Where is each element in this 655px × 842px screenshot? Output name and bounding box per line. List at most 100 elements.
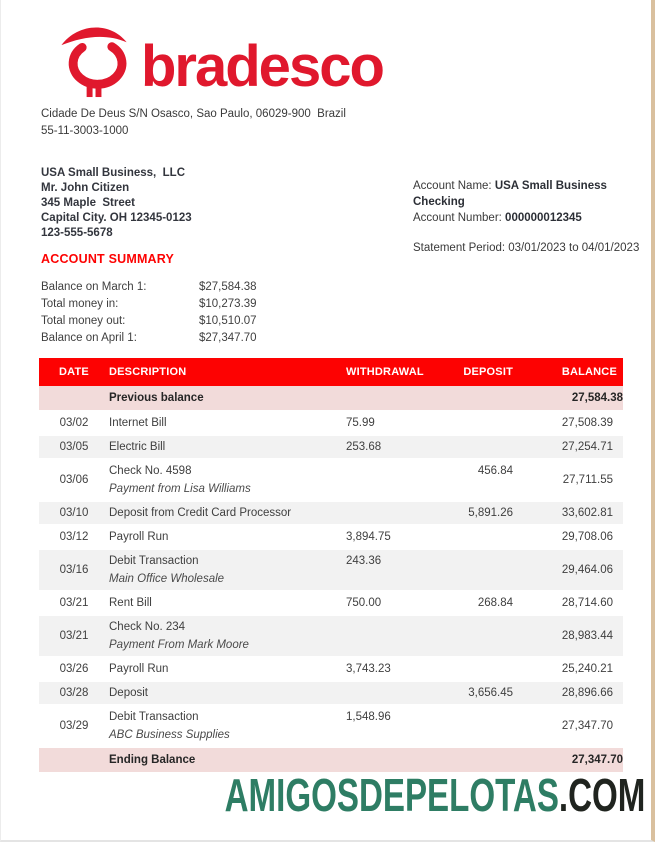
cell-withdrawal — [346, 615, 436, 657]
transaction-description: Check No. 234 — [109, 621, 186, 633]
cell-date: 03/21 — [59, 597, 89, 609]
cell-date — [39, 386, 109, 411]
cell-description: Ending Balance — [109, 747, 346, 773]
cell-balance: 27,584.38 — [571, 392, 623, 404]
cell-balance: 28,714.60 — [561, 597, 613, 609]
customer-street: 345 Maple Street — [41, 197, 135, 209]
cell-balance: 28,983.44 — [561, 630, 613, 642]
transaction-description: Payroll Run — [109, 531, 169, 543]
summary-label: Balance on March 1: — [41, 281, 147, 293]
cell-deposit — [436, 411, 517, 435]
cell-date: 03/10 — [59, 507, 89, 519]
cell-deposit — [436, 435, 517, 459]
account-number-value: 000000012345 — [505, 212, 582, 224]
watermark: AMIGOSDEPELOTAS.COM — [224, 772, 645, 818]
table-row: 03/05 Electric Bill 253.68 27,254.71 — [39, 435, 623, 459]
cell-withdrawal: 3,743.23 — [346, 663, 391, 675]
cell-deposit — [436, 386, 517, 411]
cell-description: Debit Transaction Main Office Wholesale — [109, 549, 346, 591]
cell-date: 03/26 — [59, 663, 89, 675]
bank-name: bradesco — [141, 34, 385, 99]
cell-deposit: 3,656.45 — [468, 687, 513, 699]
cell-balance: 27,347.70 — [561, 720, 613, 732]
cell-withdrawal: 75.99 — [346, 417, 375, 429]
cell-balance: 27,347.70 — [571, 754, 623, 766]
transaction-note: Payment from Lisa Williams — [109, 483, 251, 495]
cell-date: 03/12 — [59, 531, 89, 543]
cell-description: Check No. 234 Payment From Mark Moore — [109, 615, 346, 657]
cell-deposit — [436, 705, 517, 747]
table-row: 03/28 Deposit 3,656.45 28,896.66 — [39, 681, 623, 705]
cell-description: Debit Transaction ABC Business Supplies — [109, 705, 346, 747]
transaction-description: Previous balance — [109, 392, 204, 404]
cell-withdrawal — [346, 501, 436, 525]
cell-balance: 28,896.66 — [561, 687, 613, 699]
table-row: 03/12 Payroll Run 3,894.75 29,708.06 — [39, 525, 623, 549]
transaction-description: Debit Transaction — [109, 711, 199, 723]
cell-date: 03/28 — [59, 687, 89, 699]
cell-withdrawal: 1,548.96 — [346, 711, 391, 723]
summary-value: $10,510.07 — [199, 315, 257, 327]
watermark-suffix: .COM — [558, 769, 645, 821]
table-row: 03/02 Internet Bill 75.99 27,508.39 — [39, 411, 623, 435]
table-row: 03/26 Payroll Run 3,743.23 25,240.21 — [39, 657, 623, 681]
summary-row: Total money in: $10,273.39 — [41, 296, 289, 313]
cell-description: Deposit from Credit Card Processor — [109, 501, 346, 525]
table-row-highlight: Ending Balance 27,347.70 — [39, 747, 623, 773]
header-description: DESCRIPTION — [109, 358, 346, 386]
summary-row: Balance on April 1: $27,347.70 — [41, 330, 289, 347]
cell-date: 03/21 — [59, 630, 89, 642]
cell-date: 03/29 — [59, 720, 89, 732]
table-row: 03/10 Deposit from Credit Card Processor 5… — [39, 501, 623, 525]
transaction-description: Debit Transaction — [109, 555, 199, 567]
cell-withdrawal: 3,894.75 — [346, 531, 391, 543]
table-row-highlight: Previous balance 27,584.38 — [39, 386, 623, 411]
cell-description: Previous balance — [109, 386, 346, 411]
cell-withdrawal: 243.36 — [346, 555, 382, 567]
summary-row: Total money out: $10,510.07 — [41, 313, 289, 330]
cell-deposit: 456.84 — [477, 465, 513, 477]
account-name-label: Account Name: — [413, 180, 495, 192]
cell-withdrawal: 253.68 — [346, 441, 382, 453]
bank-phone: 55-11-3003-1000 — [41, 125, 129, 137]
cell-description: Check No. 4598 Payment from Lisa Williams — [109, 459, 346, 501]
table-row: 03/21 Check No. 234 Payment From Mark Moor… — [39, 615, 623, 657]
cell-balance: 29,464.06 — [561, 564, 613, 576]
transaction-description: Payroll Run — [109, 663, 169, 675]
summary-value: $27,347.70 — [199, 332, 257, 344]
transaction-description: Electric Bill — [109, 441, 166, 453]
transactions-table: DATE DESCRIPTION WITHDRAWAL DEPOSIT BALA… — [39, 358, 623, 774]
cell-description: Payroll Run — [109, 657, 346, 681]
account-block: Account Name: USA Small Business Checkin… — [413, 178, 651, 256]
summary-label: Balance on April 1: — [41, 332, 137, 344]
cell-withdrawal — [346, 681, 436, 705]
account-summary-title: ACCOUNT SUMMARY — [41, 252, 175, 266]
statement-period: Statement Period: 03/01/2023 to 04/01/20… — [413, 242, 640, 254]
transaction-description: Deposit — [109, 687, 148, 699]
transaction-description: Internet Bill — [109, 417, 167, 429]
cell-deposit — [436, 615, 517, 657]
cell-description: Payroll Run — [109, 525, 346, 549]
customer-company: USA Small Business, LLC — [41, 167, 185, 179]
cell-description: Rent Bill — [109, 591, 346, 615]
cell-description: Internet Bill — [109, 411, 346, 435]
customer-name: Mr. John Citizen — [41, 182, 130, 194]
table-row: 03/21 Rent Bill 750.00 268.84 28,714.60 — [39, 591, 623, 615]
cell-balance: 25,240.21 — [561, 663, 613, 675]
transaction-description: Rent Bill — [109, 597, 152, 609]
summary-value: $27,584.38 — [199, 281, 257, 293]
cell-balance: 29,708.06 — [561, 531, 613, 543]
summary-label: Total money in: — [41, 298, 119, 310]
bank-logo: bradesco — [59, 20, 385, 100]
header-date: DATE — [39, 358, 109, 386]
cell-date — [39, 747, 109, 773]
watermark-text: AMIGOSDEPELOTAS — [224, 769, 559, 821]
account-name-value: USA Small Business Checking — [413, 180, 607, 208]
transactions-header: DATE DESCRIPTION WITHDRAWAL DEPOSIT BALA… — [39, 358, 623, 386]
cell-deposit: 268.84 — [477, 597, 513, 609]
cell-balance: 33,602.81 — [561, 507, 613, 519]
account-summary: ACCOUNT SUMMARY Balance on March 1: $27,… — [41, 252, 289, 347]
transaction-note: ABC Business Supplies — [109, 729, 230, 741]
summary-label: Total money out: — [41, 315, 126, 327]
